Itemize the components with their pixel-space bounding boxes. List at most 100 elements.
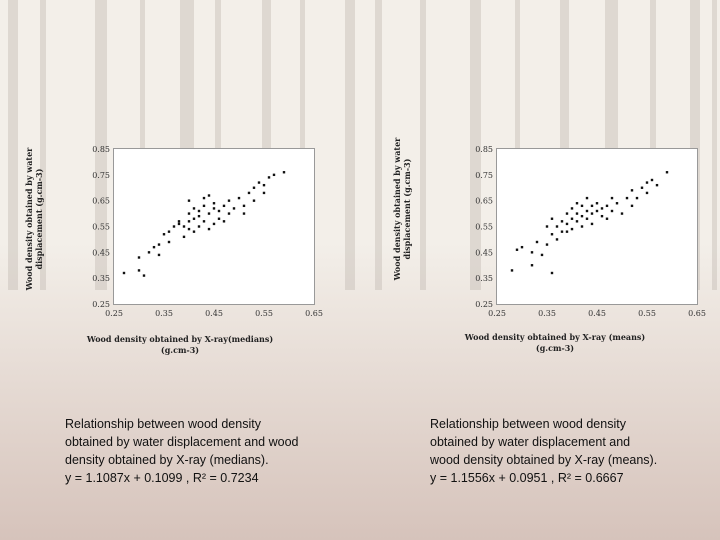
data-point xyxy=(590,222,594,226)
data-point xyxy=(212,207,216,210)
data-point xyxy=(157,253,161,257)
data-point xyxy=(247,191,251,195)
data-point xyxy=(162,233,166,236)
x-tick-label: 0.65 xyxy=(305,309,323,318)
data-point xyxy=(207,227,211,231)
data-point xyxy=(605,217,609,220)
data-point xyxy=(570,217,574,220)
data-point xyxy=(600,207,604,210)
y-tick-label: 0.65 xyxy=(475,197,493,206)
data-point xyxy=(580,214,584,218)
data-point xyxy=(565,222,569,226)
data-point xyxy=(232,207,236,210)
y-tick-label: 0.55 xyxy=(92,223,110,232)
tree-trunk xyxy=(8,0,18,290)
tree-trunk xyxy=(262,0,271,290)
data-point xyxy=(530,264,534,267)
x-tick-label: 0.65 xyxy=(688,309,706,318)
x-tick-label: 0.55 xyxy=(255,309,273,318)
data-point xyxy=(222,204,226,208)
tree-trunk xyxy=(515,0,520,290)
tree-trunk xyxy=(420,0,426,290)
y-axis-label-right: Wood density obtained by water displacem… xyxy=(392,137,412,281)
data-point xyxy=(197,209,201,213)
data-point xyxy=(237,196,241,200)
data-point xyxy=(650,178,654,182)
x-tick-label: 0.45 xyxy=(588,309,606,318)
data-point xyxy=(645,181,649,184)
caption-line: obtained by water displacement and wood xyxy=(65,435,299,449)
data-point xyxy=(217,217,221,220)
data-point xyxy=(585,209,589,213)
y-axis-label-left: Wood density obtained by water displacem… xyxy=(24,147,44,291)
data-point xyxy=(580,204,584,208)
data-point xyxy=(262,191,266,195)
caption-line: obtained by water displacement and xyxy=(430,435,631,449)
data-point xyxy=(147,251,151,254)
regression-equation: y = 1.1556x + 0.0951 , R² = 0.6667 xyxy=(430,471,624,485)
x-tick-label: 0.45 xyxy=(205,309,223,318)
data-point xyxy=(192,230,196,233)
data-point xyxy=(137,269,141,272)
y-tick-label: 0.25 xyxy=(475,300,493,309)
y-tick-label: 0.55 xyxy=(475,223,493,232)
data-point xyxy=(515,248,519,251)
y-tick-label: 0.75 xyxy=(92,171,110,180)
data-point xyxy=(555,225,559,228)
data-point xyxy=(530,251,534,254)
tree-trunk xyxy=(95,0,107,290)
data-point xyxy=(570,207,574,210)
caption-line: Relationship between wood density xyxy=(65,417,261,431)
data-point xyxy=(575,202,579,205)
data-point xyxy=(152,245,156,249)
data-point xyxy=(192,217,196,220)
tree-trunk xyxy=(560,0,569,290)
data-point xyxy=(575,212,579,215)
data-point xyxy=(540,253,544,257)
data-point xyxy=(137,256,141,259)
data-point xyxy=(570,227,574,231)
x-axis-label-right: Wood density obtained by X-ray (means) (… xyxy=(464,332,646,353)
caption-medians: Relationship between wood density obtain… xyxy=(65,415,327,487)
caption-line: wood density obtained by X-ray (means). xyxy=(430,453,658,467)
data-point xyxy=(187,227,191,231)
data-point xyxy=(630,189,634,192)
x-tick-label: 0.35 xyxy=(538,309,556,318)
data-point xyxy=(252,199,256,202)
data-point xyxy=(580,225,584,228)
data-point xyxy=(610,196,614,200)
data-point xyxy=(172,225,176,228)
data-point xyxy=(167,240,171,244)
caption-means: Relationship between wood density obtain… xyxy=(430,415,685,487)
data-point xyxy=(212,222,216,226)
scatter-plot-medians: 0.25 0.35 0.45 0.55 0.65 0.75 0.85 0.25 0.35 0.45… xyxy=(92,145,323,318)
data-point xyxy=(177,222,181,226)
data-point xyxy=(197,214,201,218)
y-tick-label: 0.35 xyxy=(475,274,493,283)
data-point xyxy=(630,204,634,208)
data-point xyxy=(187,220,191,223)
tree-trunk xyxy=(215,0,221,290)
data-point xyxy=(545,225,549,228)
data-point xyxy=(600,214,604,218)
data-point xyxy=(267,176,271,179)
tree-trunk xyxy=(690,0,700,290)
tree-trunk xyxy=(300,0,305,290)
data-point xyxy=(202,220,206,223)
data-point xyxy=(625,196,629,200)
data-point xyxy=(182,225,186,228)
data-point xyxy=(122,271,126,275)
y-tick-label: 0.85 xyxy=(92,145,110,154)
data-point xyxy=(610,209,614,213)
data-point xyxy=(202,196,206,200)
tree-trunk xyxy=(650,0,656,290)
caption-line: Relationship between wood density xyxy=(430,417,626,431)
data-point xyxy=(197,225,201,228)
data-point xyxy=(207,194,211,197)
data-point xyxy=(550,233,554,236)
data-point xyxy=(655,183,659,187)
data-point xyxy=(575,220,579,223)
data-point xyxy=(555,238,559,241)
tree-trunk xyxy=(375,0,382,290)
data-point xyxy=(585,217,589,220)
